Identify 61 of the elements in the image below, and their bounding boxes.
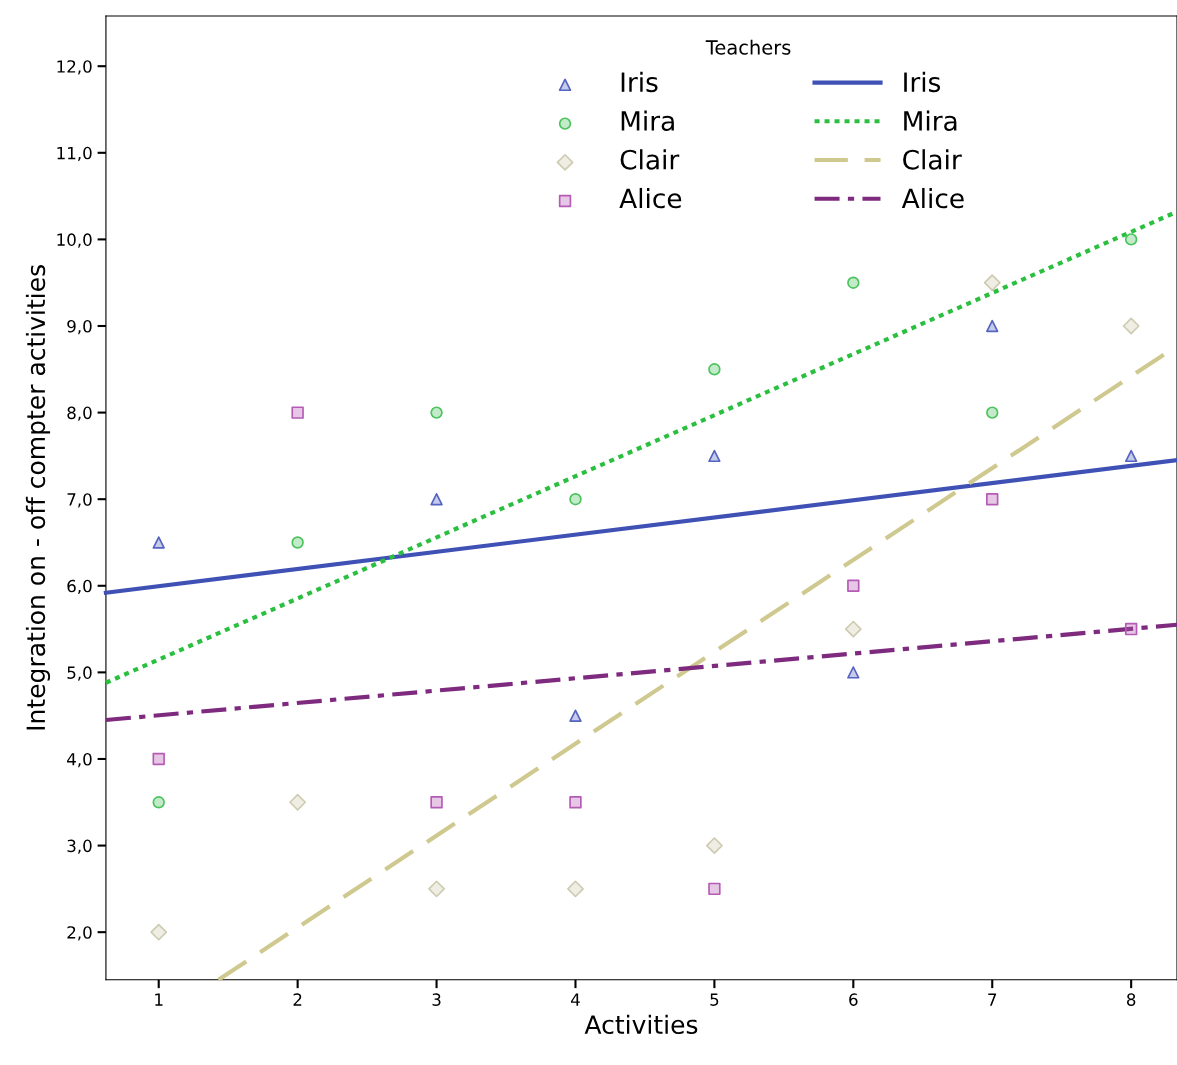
legend-label: Mira	[621, 110, 674, 131]
y-tick-label: 5,0	[67, 666, 92, 681]
point	[1124, 233, 1138, 246]
point	[986, 492, 999, 506]
point	[1122, 317, 1140, 335]
point	[291, 406, 304, 419]
legend-title: Teachers	[705, 39, 791, 55]
point	[567, 880, 584, 898]
point	[291, 536, 304, 549]
y-tick-label: 12,0	[57, 60, 92, 75]
x-tick-label: 7	[988, 993, 997, 1006]
x-tick-label: 2	[293, 993, 302, 1006]
point	[1124, 449, 1138, 463]
point	[150, 923, 168, 941]
y-tick-label: 11,0	[57, 146, 92, 162]
point	[569, 709, 582, 722]
point	[569, 796, 582, 809]
x-tick-label: 8	[1126, 993, 1136, 1006]
point	[430, 796, 443, 809]
legend-label: Clair	[903, 149, 962, 170]
x-tick-label: 1	[155, 993, 163, 1006]
point	[847, 666, 860, 679]
point	[430, 406, 443, 419]
y-tick-label: 8,0	[67, 406, 92, 421]
y-tick-label: 6,0	[67, 579, 92, 595]
legend-label: Iris	[904, 71, 941, 93]
point	[1124, 622, 1138, 636]
y-tick-label: 2,0	[67, 926, 92, 941]
point	[152, 752, 165, 766]
point	[428, 880, 446, 898]
point	[847, 579, 860, 592]
y-tick-label: 10,0	[57, 233, 92, 248]
x-tick-label: 4	[570, 993, 580, 1006]
point	[708, 882, 721, 896]
y-tick-label: 9,0	[67, 319, 92, 335]
point	[569, 492, 582, 506]
point	[986, 319, 999, 333]
legend-label: Alice	[901, 187, 964, 209]
point	[847, 276, 860, 289]
legend-label: Mira	[904, 110, 957, 131]
y-tick-label: 7,0	[67, 493, 92, 508]
point	[430, 492, 443, 506]
y-axis-title: Integration on - off compter activities	[25, 265, 51, 730]
legend-label: Alice	[619, 187, 682, 209]
y-tick-label: 4,0	[67, 752, 92, 768]
point	[708, 449, 721, 463]
point	[708, 363, 721, 376]
point	[844, 620, 862, 638]
point	[705, 837, 723, 855]
point	[152, 796, 165, 809]
legend-label: Iris	[621, 71, 658, 93]
point	[289, 793, 307, 811]
x-tick-label: 6	[849, 993, 858, 1006]
legend-label: Clair	[620, 149, 680, 170]
point	[983, 274, 1001, 292]
x-tick-label: 3	[432, 993, 441, 1006]
x-axis-title: Activities	[584, 1014, 698, 1035]
point	[152, 536, 165, 549]
y-tick-label: 3,0	[67, 839, 92, 854]
point	[986, 406, 999, 419]
x-tick-label: 5	[710, 993, 719, 1006]
